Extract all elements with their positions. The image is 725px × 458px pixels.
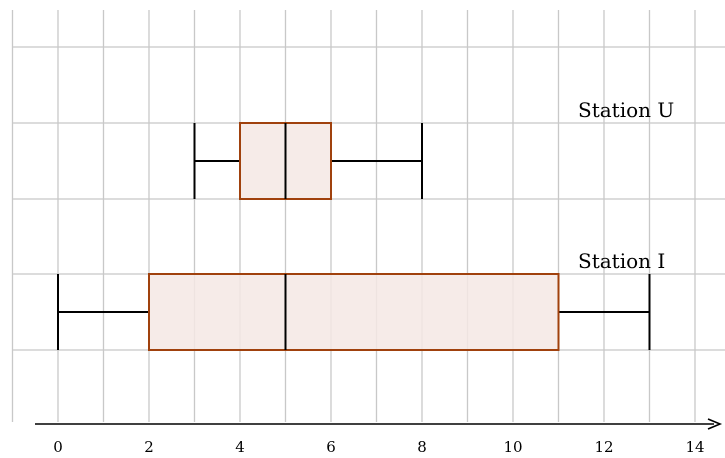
- series-label: Station I: [578, 249, 665, 273]
- labels: Station U Station I: [578, 98, 674, 273]
- x-tick-label: 4: [235, 438, 245, 456]
- x-tick-label: 12: [594, 438, 613, 456]
- x-axis: 0 2 4 6 8 10 12 14: [35, 418, 723, 456]
- x-tick-label: 14: [685, 438, 704, 456]
- x-tick-label: 8: [417, 438, 427, 456]
- box-iqr: [148, 273, 560, 351]
- box-plot-series: [57, 273, 651, 351]
- box-plots: [57, 122, 651, 351]
- box-plot-series: [193, 122, 423, 200]
- x-tick-label: 10: [503, 438, 522, 456]
- grid: [11, 10, 725, 422]
- x-tick-label: 0: [53, 438, 63, 456]
- x-tick-label: 2: [144, 438, 154, 456]
- series-label: Station U: [578, 98, 674, 122]
- x-tick-label: 6: [326, 438, 336, 456]
- x-axis-arrow: [707, 418, 723, 430]
